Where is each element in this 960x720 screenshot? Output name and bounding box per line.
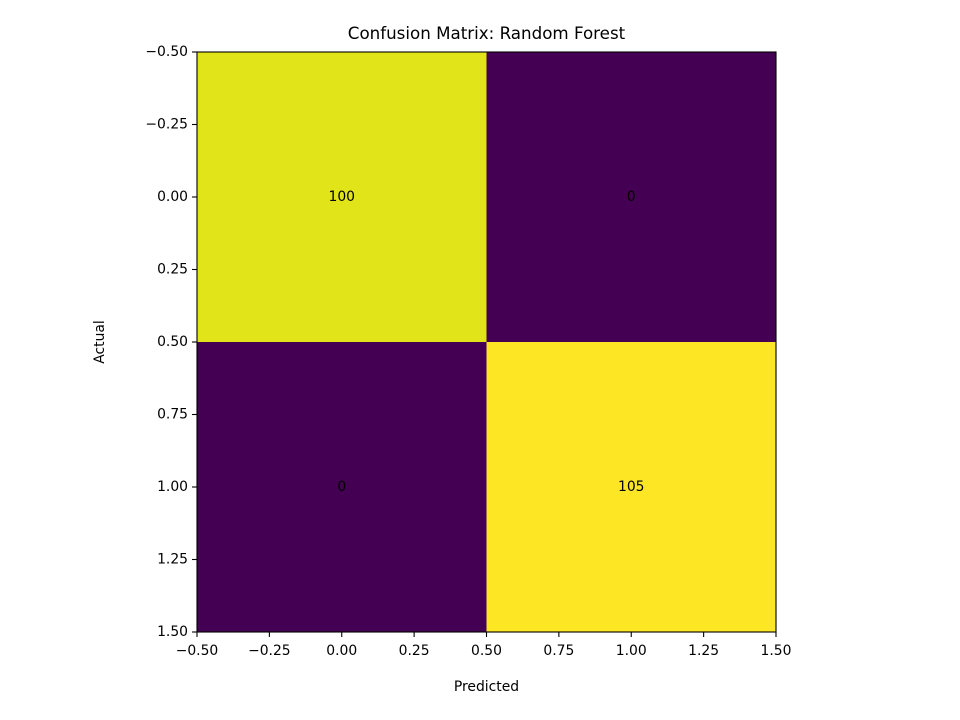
y-axis-ticks: −0.50 −0.25 0.00 0.25 0.50 0.75 1.00 1.25 1.50 [145, 44, 197, 640]
y-tick-label: −0.50 [145, 44, 188, 60]
y-tick-label: 1.25 [157, 552, 188, 568]
x-axis-ticks: −0.50 −0.25 0.00 0.25 0.50 0.75 1.00 1.25 1.50 [176, 632, 792, 659]
y-axis-label: Actual [92, 320, 108, 364]
heatmap-cell-1-1 [486, 342, 776, 632]
y-tick-label: 0.00 [157, 189, 188, 205]
heatmap-cell-0-0 [197, 52, 487, 342]
y-tick-label: 0.50 [157, 334, 188, 350]
x-tick-label: 1.25 [688, 643, 719, 659]
cell-value-label-1-1: 105 [618, 479, 645, 495]
x-tick-label: −0.50 [176, 643, 219, 659]
x-axis-label: Predicted [454, 679, 519, 695]
y-tick-label: 1.00 [157, 479, 188, 495]
y-tick-label: 1.50 [157, 624, 188, 640]
heatmap-cell-0-1 [486, 52, 776, 342]
x-tick-label: 0.75 [543, 643, 574, 659]
y-tick-label: 0.25 [157, 262, 188, 278]
x-tick-label: 1.50 [761, 643, 792, 659]
cell-value-label-1-0: 0 [337, 479, 346, 495]
y-tick-label: −0.25 [145, 117, 188, 133]
x-tick-label: 0.50 [471, 643, 502, 659]
y-tick-label: 0.75 [157, 407, 188, 423]
x-tick-label: 0.25 [399, 643, 430, 659]
cell-value-label-0-1: 0 [627, 189, 636, 205]
x-tick-label: 0.00 [326, 643, 357, 659]
heatmap-cells [197, 52, 776, 632]
heatmap-cell-labels: 100 0 0 105 [328, 189, 644, 495]
cell-value-label-0-0: 100 [328, 189, 355, 205]
x-tick-label: 1.00 [616, 643, 647, 659]
chart-title: Confusion Matrix: Random Forest [348, 23, 626, 43]
heatmap-cell-1-0 [197, 342, 487, 632]
x-tick-label: −0.25 [248, 643, 291, 659]
